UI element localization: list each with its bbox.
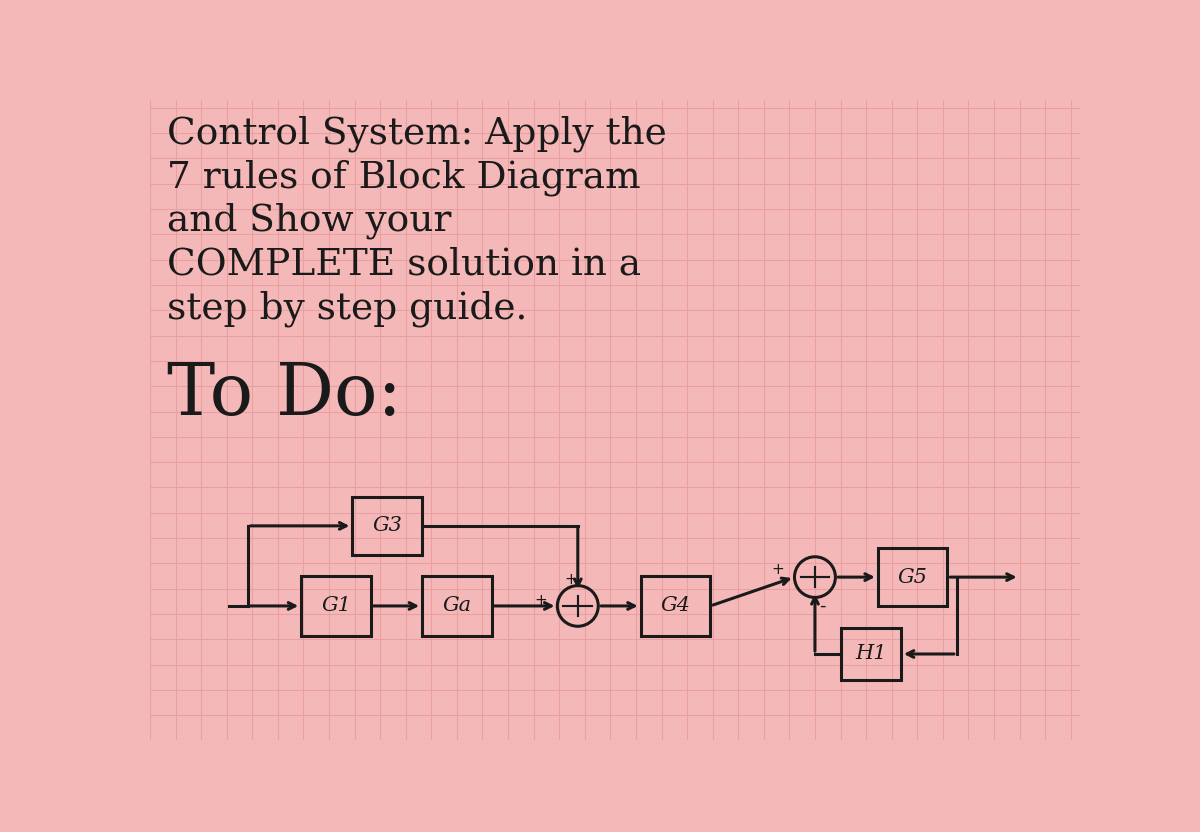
Text: -: - <box>820 597 826 614</box>
Text: Control System: Apply the: Control System: Apply the <box>167 116 666 152</box>
Text: +: + <box>772 562 784 577</box>
Bar <box>877 548 948 606</box>
Text: 7 rules of Block Diagram: 7 rules of Block Diagram <box>167 160 641 196</box>
Text: +: + <box>564 572 577 587</box>
Text: G5: G5 <box>898 567 928 587</box>
Text: H1: H1 <box>854 645 887 663</box>
Text: and Show your: and Show your <box>167 203 451 240</box>
Text: COMPLETE solution in a: COMPLETE solution in a <box>167 246 641 283</box>
Bar <box>301 576 371 636</box>
Text: G1: G1 <box>322 597 350 616</box>
Bar <box>641 576 710 636</box>
Text: +: + <box>534 593 547 608</box>
Bar <box>422 576 492 636</box>
Text: G3: G3 <box>372 517 402 535</box>
Bar <box>353 497 422 555</box>
Text: step by step guide.: step by step guide. <box>167 290 527 327</box>
Text: To Do:: To Do: <box>167 359 402 430</box>
Bar <box>840 628 901 680</box>
Text: G4: G4 <box>660 597 690 616</box>
Text: Ga: Ga <box>443 597 472 616</box>
